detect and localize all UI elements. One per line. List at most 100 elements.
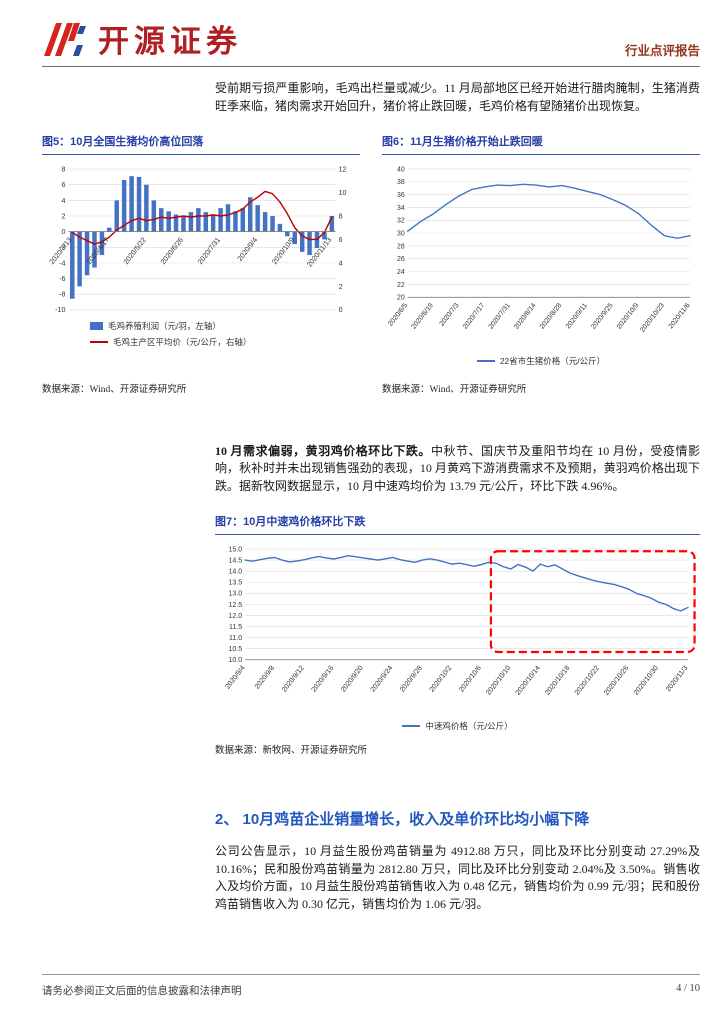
svg-text:2020/9/28: 2020/9/28 [399,665,424,694]
figure-5: 图5：10月全国生猪均价高位回落 -10 -8 -6 -4 -2 0 2 4 6 8 0 2 4 6 8 10… [42,133,360,395]
svg-text:2020/10/30: 2020/10/30 [633,665,660,697]
legend-item: 毛鸡养殖利润（元/羽，左轴） [90,320,221,332]
svg-text:36: 36 [397,192,405,199]
figure-6-title: 图6：11月生猪价格开始止跌回暖 [382,133,700,155]
bar-marker-icon [90,321,103,330]
svg-text:24: 24 [397,269,405,276]
svg-text:2020/10/22: 2020/10/22 [574,665,601,697]
brand: 开源证券 [42,16,242,61]
legend-label: 22省市生猪价格（元/公斤） [499,355,606,366]
svg-text:2020/9/20: 2020/9/20 [340,665,365,694]
legend-label: 中速鸡价格（元/公斤） [425,721,513,732]
svg-text:2: 2 [339,283,343,291]
svg-text:30: 30 [397,230,405,237]
figure-7-source: 数据来源：新牧网、开源证券研究所 [215,746,368,757]
svg-text:2020/10/6: 2020/10/6 [458,665,483,694]
figure-7-title: 图7：10月中速鸡价格环比下跌 [215,513,700,536]
svg-text:2020/9/24: 2020/9/24 [370,665,395,694]
report-footer: 请务必参阅正文后面的信息披露和法律声明 4 / 10 [42,974,700,998]
svg-text:10.0: 10.0 [228,657,242,664]
fig5-legend: 毛鸡养殖利润（元/羽，左轴） 毛鸡主产区平均价（元/公斤，右轴） [90,320,360,348]
svg-text:2020/8/14: 2020/8/14 [513,302,538,331]
legend-item: 中速鸡价格（元/公斤） [402,720,513,732]
figure-5-title: 图5：10月全国生猪均价高位回落 [42,133,360,155]
svg-text:32: 32 [397,218,405,225]
svg-text:2020/10/9: 2020/10/9 [271,236,297,266]
figure-5-chart: -10 -8 -6 -4 -2 0 2 4 6 8 0 2 4 6 8 10 12 2020/3/13 2020/4… [42,163,360,348]
fig7-canvas: 10.0 10.5 11.0 11.5 12.0 12.5 13.0 13.5 14.0 14.5… [224,547,696,697]
fig6-legend: 22省市生猪价格（元/公斤） [382,355,700,367]
line-marker-icon [90,340,108,343]
svg-text:2020/10/9: 2020/10/9 [616,302,641,331]
svg-text:2020/9/8: 2020/9/8 [254,665,276,691]
svg-text:15.0: 15.0 [228,547,242,554]
svg-text:10: 10 [339,189,347,197]
svg-text:2020/10/2: 2020/10/2 [429,665,454,694]
brand-name: 开源证券 [98,24,242,59]
legend-label: 毛鸡养殖利润（元/羽，左轴） [108,320,221,331]
paragraph-lead-bold: 10 月需求偏弱，黄羽鸡价格环比下跌。 [215,443,431,458]
svg-text:6: 6 [61,181,65,189]
svg-text:2020/7/17: 2020/7/17 [462,302,487,331]
svg-text:4: 4 [61,197,65,205]
svg-text:14.0: 14.0 [228,569,242,576]
svg-text:2020/10/18: 2020/10/18 [544,665,571,697]
svg-text:2020/9/16: 2020/9/16 [311,665,336,694]
svg-text:6: 6 [339,236,343,244]
svg-text:28: 28 [397,243,405,250]
svg-text:13.5: 13.5 [228,580,242,587]
svg-text:2020/9/11: 2020/9/11 [565,302,589,330]
svg-text:13.0: 13.0 [228,591,242,598]
line-marker-icon [402,725,421,728]
svg-text:20: 20 [397,295,405,302]
svg-text:2020/6/19: 2020/6/19 [411,302,436,331]
legend-item: 毛鸡主产区平均价（元/公斤，右轴） [90,336,251,348]
svg-text:34: 34 [397,205,405,212]
svg-text:2020/8/28: 2020/8/28 [539,302,564,331]
svg-text:2020/10/23: 2020/10/23 [639,302,666,334]
svg-text:14.5: 14.5 [228,558,242,565]
svg-text:-6: -6 [59,275,65,283]
svg-text:2020/9/25: 2020/9/25 [590,302,615,331]
figure-7-chart: 10.0 10.5 11.0 11.5 12.0 12.5 13.0 13.5 14.0 14.5… [215,543,700,732]
figure-6-chart: 20 22 24 26 28 30 32 34 36 38 40 2020/6/5 2020/6/19 2… [382,163,700,367]
svg-text:-2: -2 [59,244,65,252]
svg-text:2020/7/31: 2020/7/31 [488,302,513,331]
paragraph-chick-sales: 公司公告显示，10 月益生股份鸡苗销量为 4912.88 万只，同比及环比分别变… [215,844,700,911]
figure-6-source: 数据来源：Wind、开源证券研究所 [382,384,527,395]
paragraph-yellow-chicken: 10 月需求偏弱，黄羽鸡价格环比下跌。中秋节、国庆节及重阳节均在 10 月份，受… [215,443,700,496]
svg-text:2020/5/22: 2020/5/22 [122,236,148,266]
svg-text:2020/6/5: 2020/6/5 [387,302,409,328]
legend-item: 22省市生猪价格（元/公斤） [476,355,606,367]
svg-text:8: 8 [61,166,65,174]
figures-row: 图5：10月全国生猪均价高位回落 -10 -8 -6 -4 -2 0 2 4 6 8 0 2 4 6 8 10… [42,133,700,395]
svg-text:4: 4 [339,259,343,267]
svg-text:-4: -4 [59,259,65,267]
paragraph-intro: 受前期亏损严重影响，毛鸡出栏量或减少。11 月局部地区已经开始进行腊肉腌制，生猪… [215,81,700,113]
svg-text:2020/6/26: 2020/6/26 [159,236,185,266]
svg-text:12.0: 12.0 [228,613,242,620]
svg-text:22: 22 [397,282,405,289]
svg-text:2020/11/3: 2020/11/3 [665,665,690,694]
section-2-heading: 2、 10月鸡苗企业销量增长，收入及单价环比均小幅下降 [215,811,590,829]
figure-7: 图7：10月中速鸡价格环比下跌 10.0 10.5 11.0 11.5 12.0 12.5… [215,513,700,756]
svg-text:-10: -10 [55,306,65,314]
figure-5-source: 数据来源：Wind、开源证券研究所 [42,384,187,395]
line-marker-icon [476,359,495,362]
svg-text:2020/10/26: 2020/10/26 [603,665,630,697]
svg-text:2020/7/31: 2020/7/31 [196,236,222,266]
svg-text:-8: -8 [59,291,65,299]
footer-disclaimer: 请务必参阅正文后面的信息披露和法律声明 [42,986,242,997]
svg-text:2020/9/4: 2020/9/4 [224,665,246,691]
svg-text:8: 8 [339,212,343,220]
svg-text:2020/11/6: 2020/11/6 [668,302,692,330]
report-type-label: 行业点评报告 [624,44,700,58]
svg-text:2020/10/10: 2020/10/10 [485,665,512,697]
brand-logo-icon [44,22,86,56]
svg-text:38: 38 [397,179,405,186]
report-body: 受前期亏损严重影响，毛鸡出栏量或减少。11 月局部地区已经开始进行腊肉腌制，生猪… [42,80,700,913]
svg-text:26: 26 [397,256,405,263]
